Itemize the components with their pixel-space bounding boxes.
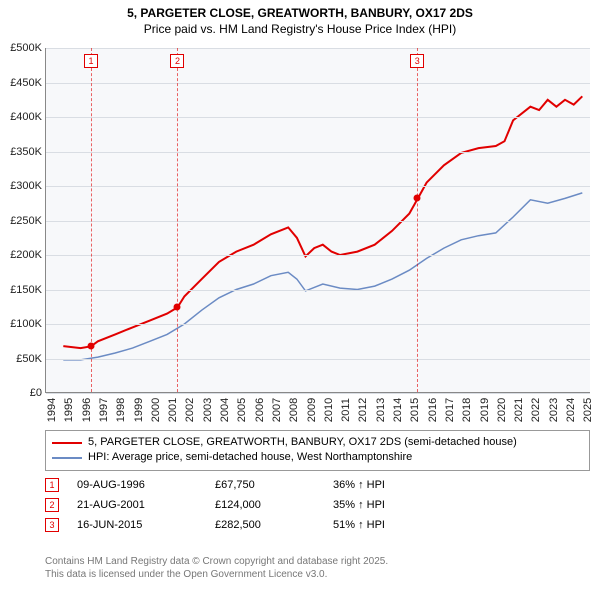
x-axis-label: 2013 <box>375 398 387 422</box>
y-axis-label: £400K <box>10 111 42 123</box>
sale-date: 21-AUG-2001 <box>77 499 197 511</box>
series-price_paid <box>63 96 582 348</box>
legend-label: 5, PARGETER CLOSE, GREATWORTH, BANBURY, … <box>88 435 517 450</box>
gridline <box>46 290 590 291</box>
x-axis-label: 1995 <box>63 398 75 422</box>
sale-date: 09-AUG-1996 <box>77 479 197 491</box>
x-axis-label: 2024 <box>565 398 577 422</box>
sale-marker: 1 <box>45 478 59 492</box>
gridline <box>46 186 590 187</box>
x-axis-label: 2001 <box>167 398 179 422</box>
x-axis-label: 2010 <box>323 398 335 422</box>
x-axis-label: 2004 <box>219 398 231 422</box>
sale-hpi: 35% ↑ HPI <box>333 499 385 511</box>
x-axis-label: 2016 <box>427 398 439 422</box>
marker-line <box>177 48 178 392</box>
x-axis-label: 2012 <box>357 398 369 422</box>
x-axis-label: 1998 <box>115 398 127 422</box>
y-axis-label: £450K <box>10 77 42 89</box>
x-axis-label: 2022 <box>530 398 542 422</box>
sale-price: £67,750 <box>215 479 315 491</box>
x-axis-label: 2018 <box>461 398 473 422</box>
y-axis-label: £100K <box>10 318 42 330</box>
y-axis-label: £250K <box>10 215 42 227</box>
x-axis-label: 2014 <box>392 398 404 422</box>
legend-swatch <box>52 457 82 459</box>
sale-hpi: 51% ↑ HPI <box>333 519 385 531</box>
x-axis-label: 1997 <box>98 398 110 422</box>
footer-line2: This data is licensed under the Open Gov… <box>45 568 388 581</box>
x-axis-label: 2019 <box>479 398 491 422</box>
sale-row: 3 16-JUN-2015 £282,500 51% ↑ HPI <box>45 515 590 535</box>
marker-dot <box>174 304 181 311</box>
gridline <box>46 48 590 49</box>
y-axis-label: £50K <box>16 353 42 365</box>
y-axis-label: £0 <box>30 387 42 399</box>
y-axis-label: £500K <box>10 42 42 54</box>
x-axis-label: 2011 <box>340 398 352 422</box>
footer-line1: Contains HM Land Registry data © Crown c… <box>45 555 388 568</box>
x-axis-label: 2025 <box>582 398 594 422</box>
chart-container: 5, PARGETER CLOSE, GREATWORTH, BANBURY, … <box>0 0 600 590</box>
sale-price: £124,000 <box>215 499 315 511</box>
gridline <box>46 83 590 84</box>
marker-line <box>417 48 418 392</box>
x-axis-label: 2000 <box>150 398 162 422</box>
x-axis-label: 1994 <box>46 398 58 422</box>
x-axis-label: 2015 <box>409 398 421 422</box>
marker-dot <box>87 343 94 350</box>
y-axis-label: £200K <box>10 249 42 261</box>
sales-table: 1 09-AUG-1996 £67,750 36% ↑ HPI 2 21-AUG-2001… <box>45 475 590 535</box>
marker-box: 2 <box>170 54 184 68</box>
x-axis-label: 2006 <box>254 398 266 422</box>
gridline <box>46 393 590 394</box>
x-axis-label: 2017 <box>444 398 456 422</box>
title-line1: 5, PARGETER CLOSE, GREATWORTH, BANBURY, … <box>0 6 600 22</box>
footer: Contains HM Land Registry data © Crown c… <box>45 555 388 581</box>
x-axis-label: 2020 <box>496 398 508 422</box>
legend-row: HPI: Average price, semi-detached house,… <box>52 450 583 465</box>
x-axis-label: 2007 <box>271 398 283 422</box>
y-axis-label: £150K <box>10 284 42 296</box>
x-axis-label: 1996 <box>81 398 93 422</box>
sale-hpi: 36% ↑ HPI <box>333 479 385 491</box>
legend-swatch <box>52 442 82 444</box>
series-hpi <box>63 193 582 360</box>
marker-box: 3 <box>410 54 424 68</box>
x-axis-label: 1999 <box>133 398 145 422</box>
y-axis-label: £350K <box>10 146 42 158</box>
gridline <box>46 221 590 222</box>
x-axis-label: 2009 <box>306 398 318 422</box>
gridline <box>46 117 590 118</box>
x-axis-label: 2005 <box>236 398 248 422</box>
x-axis-label: 2003 <box>202 398 214 422</box>
x-axis-label: 2021 <box>513 398 525 422</box>
sale-price: £282,500 <box>215 519 315 531</box>
marker-box: 1 <box>84 54 98 68</box>
marker-dot <box>414 195 421 202</box>
x-axis-label: 2008 <box>288 398 300 422</box>
sale-row: 1 09-AUG-1996 £67,750 36% ↑ HPI <box>45 475 590 495</box>
gridline <box>46 324 590 325</box>
sale-marker: 2 <box>45 498 59 512</box>
legend-label: HPI: Average price, semi-detached house,… <box>88 450 412 465</box>
chart-title: 5, PARGETER CLOSE, GREATWORTH, BANBURY, … <box>0 0 600 37</box>
legend-row: 5, PARGETER CLOSE, GREATWORTH, BANBURY, … <box>52 435 583 450</box>
sale-date: 16-JUN-2015 <box>77 519 197 531</box>
gridline <box>46 152 590 153</box>
y-axis-label: £300K <box>10 180 42 192</box>
plot-area: £0£50K£100K£150K£200K£250K£300K£350K£400… <box>45 48 590 393</box>
title-line2: Price paid vs. HM Land Registry's House … <box>0 22 600 38</box>
legend: 5, PARGETER CLOSE, GREATWORTH, BANBURY, … <box>45 430 590 471</box>
gridline <box>46 255 590 256</box>
sale-row: 2 21-AUG-2001 £124,000 35% ↑ HPI <box>45 495 590 515</box>
marker-line <box>91 48 92 392</box>
gridline <box>46 359 590 360</box>
x-axis-label: 2023 <box>548 398 560 422</box>
x-axis-label: 2002 <box>184 398 196 422</box>
sale-marker: 3 <box>45 518 59 532</box>
